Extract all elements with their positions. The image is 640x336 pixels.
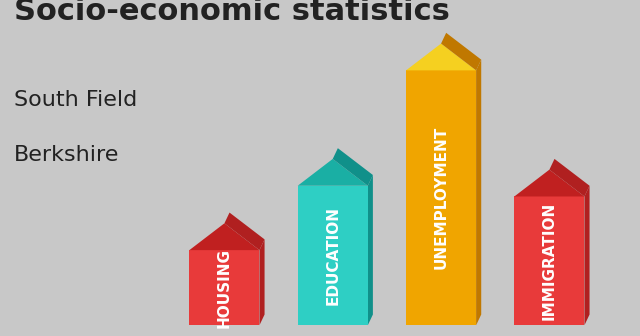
Text: South Field: South Field [14, 90, 138, 110]
Polygon shape [298, 186, 368, 325]
Polygon shape [406, 70, 476, 325]
Polygon shape [476, 60, 481, 325]
Polygon shape [259, 239, 264, 325]
Text: Socio-economic statistics: Socio-economic statistics [14, 0, 450, 27]
Polygon shape [515, 197, 584, 325]
Polygon shape [515, 170, 584, 197]
Polygon shape [368, 175, 373, 325]
Polygon shape [225, 213, 264, 250]
Polygon shape [406, 44, 476, 70]
Polygon shape [441, 33, 481, 70]
Text: Berkshire: Berkshire [14, 145, 120, 166]
Polygon shape [189, 250, 259, 325]
Text: UNEMPLOYMENT: UNEMPLOYMENT [433, 126, 449, 269]
Text: IMMIGRATION: IMMIGRATION [542, 202, 557, 320]
Text: HOUSING: HOUSING [217, 248, 232, 328]
Polygon shape [298, 159, 368, 186]
Polygon shape [189, 223, 259, 250]
Text: EDUCATION: EDUCATION [325, 206, 340, 305]
Polygon shape [584, 186, 589, 325]
Polygon shape [549, 159, 589, 197]
Polygon shape [333, 148, 373, 186]
